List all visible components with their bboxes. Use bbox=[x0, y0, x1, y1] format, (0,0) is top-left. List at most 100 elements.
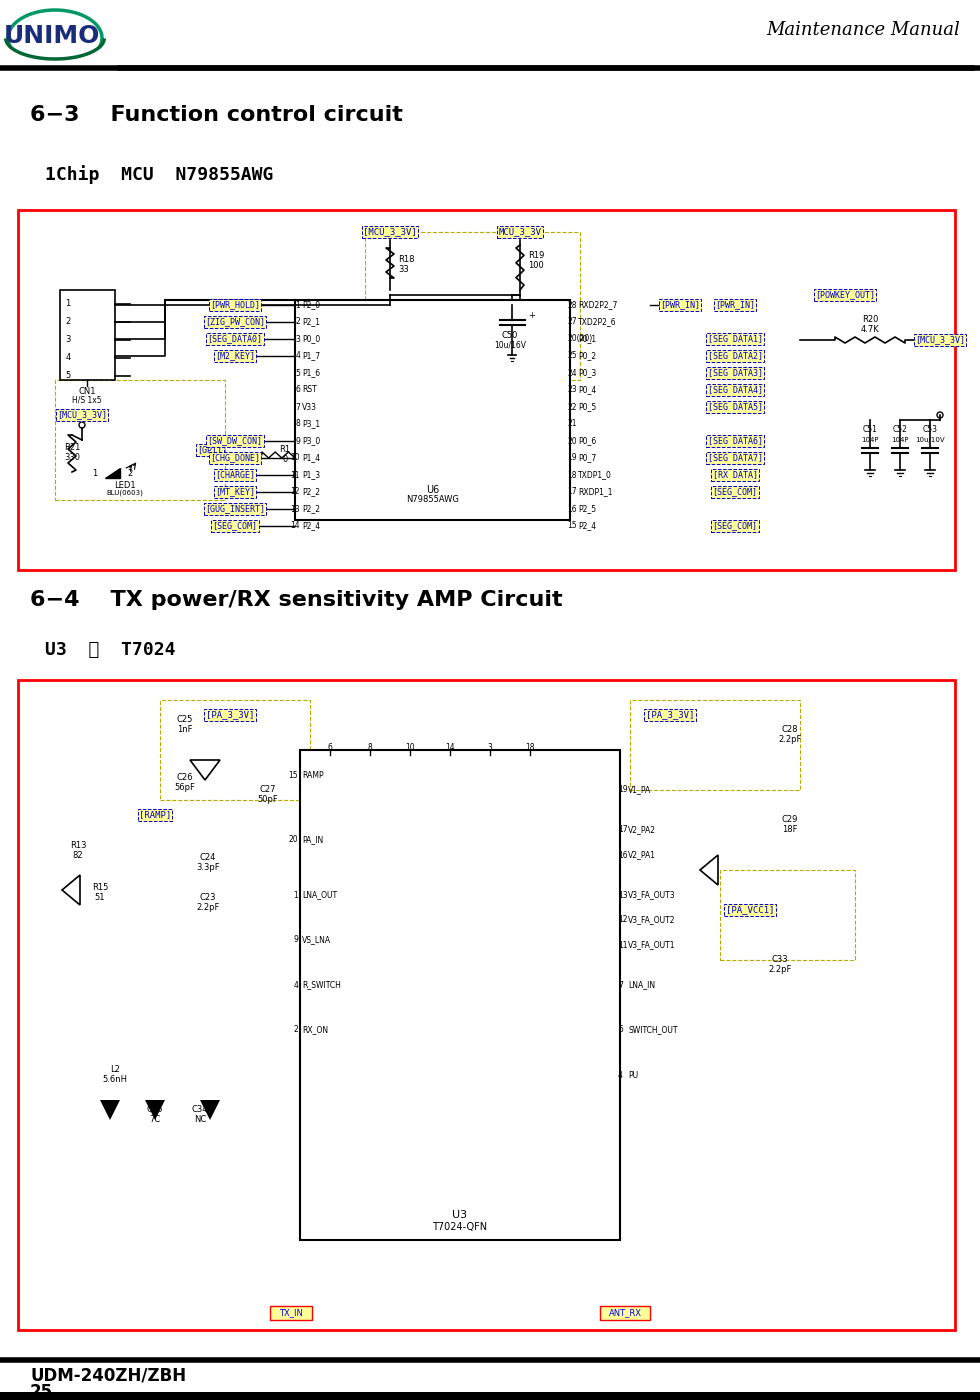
Text: 2.2pF: 2.2pF bbox=[778, 735, 802, 745]
Bar bbox=[55, 379, 225, 500]
Bar bbox=[720, 869, 855, 960]
Text: UDM-240ZH/ZBH: UDM-240ZH/ZBH bbox=[30, 1366, 186, 1385]
Text: 2: 2 bbox=[295, 318, 300, 326]
Text: LNA_OUT: LNA_OUT bbox=[302, 890, 337, 900]
Text: 5: 5 bbox=[618, 1025, 623, 1035]
Text: [SEG_COM]: [SEG_COM] bbox=[213, 522, 258, 531]
Text: V3_FA_OUT2: V3_FA_OUT2 bbox=[628, 916, 675, 924]
Text: C50: C50 bbox=[502, 330, 518, 340]
Text: 12: 12 bbox=[618, 916, 627, 924]
Text: V2_PA2: V2_PA2 bbox=[628, 826, 656, 834]
Text: 2.2pF: 2.2pF bbox=[196, 903, 220, 913]
Text: C53: C53 bbox=[922, 426, 938, 434]
Text: [SEG DATA4]: [SEG DATA4] bbox=[708, 385, 762, 395]
Text: [MCU_3_3V]: [MCU_3_3V] bbox=[57, 410, 107, 420]
Text: 19: 19 bbox=[618, 785, 627, 795]
Text: [SEG_COM]: [SEG_COM] bbox=[712, 487, 758, 497]
Polygon shape bbox=[145, 1100, 165, 1120]
Text: P1_4: P1_4 bbox=[302, 454, 320, 462]
Text: 0: 0 bbox=[282, 455, 287, 465]
Text: [CHG_DONE]: [CHG_DONE] bbox=[210, 454, 260, 462]
Bar bbox=[270, 1306, 312, 1320]
Text: [SW_DW_CON]: [SW_DW_CON] bbox=[208, 437, 263, 445]
Text: 16: 16 bbox=[567, 504, 576, 514]
Text: 104P: 104P bbox=[891, 437, 908, 442]
Text: [SEG DATA5]: [SEG DATA5] bbox=[708, 403, 762, 412]
Text: PA_IN: PA_IN bbox=[302, 836, 323, 844]
Text: ANT_RX: ANT_RX bbox=[609, 1309, 642, 1317]
Text: BLU(0603): BLU(0603) bbox=[107, 490, 143, 496]
Text: 1: 1 bbox=[293, 890, 298, 900]
Polygon shape bbox=[100, 1100, 120, 1120]
Text: 104P: 104P bbox=[861, 437, 879, 442]
Text: 16: 16 bbox=[618, 850, 627, 860]
Text: 4: 4 bbox=[66, 353, 71, 363]
Text: LED1: LED1 bbox=[115, 480, 136, 490]
Text: 11: 11 bbox=[290, 470, 300, 479]
Text: 28: 28 bbox=[567, 301, 576, 309]
Text: [CHARGE]: [CHARGE] bbox=[215, 470, 255, 479]
Text: 51: 51 bbox=[95, 893, 105, 903]
Text: P0_5: P0_5 bbox=[578, 403, 596, 412]
Text: R1: R1 bbox=[279, 445, 290, 455]
Text: 12: 12 bbox=[290, 487, 300, 497]
Bar bbox=[18, 680, 955, 1330]
Text: 18: 18 bbox=[567, 470, 576, 479]
Text: Maintenance Manual: Maintenance Manual bbox=[766, 21, 960, 39]
Text: [SEG_DATA0]: [SEG_DATA0] bbox=[208, 335, 263, 343]
Text: [ZIG_PW_CON]: [ZIG_PW_CON] bbox=[205, 318, 265, 326]
Text: R15: R15 bbox=[92, 883, 108, 893]
Text: P1_3: P1_3 bbox=[302, 470, 320, 479]
Text: R20: R20 bbox=[861, 315, 878, 325]
Text: 3: 3 bbox=[295, 335, 300, 343]
Text: 10u/16V: 10u/16V bbox=[494, 340, 526, 350]
Text: 11: 11 bbox=[618, 941, 627, 949]
Text: P0_4: P0_4 bbox=[578, 385, 596, 395]
Text: P0_3: P0_3 bbox=[578, 368, 596, 378]
Text: R13: R13 bbox=[70, 840, 86, 850]
Text: [GUG_INSERT]: [GUG_INSERT] bbox=[205, 504, 265, 514]
Bar bbox=[60, 290, 115, 379]
Text: 17: 17 bbox=[618, 826, 627, 834]
Text: P2_0: P2_0 bbox=[302, 301, 320, 309]
Text: 15: 15 bbox=[288, 770, 298, 780]
Text: RXDP1_1: RXDP1_1 bbox=[578, 487, 612, 497]
Text: P3_0: P3_0 bbox=[302, 437, 320, 445]
Text: [PA_3_3V]: [PA_3_3V] bbox=[646, 711, 694, 720]
Text: 19: 19 bbox=[567, 454, 576, 462]
Text: NC: NC bbox=[194, 1116, 206, 1124]
Bar bbox=[365, 232, 580, 379]
Text: 4: 4 bbox=[295, 351, 300, 360]
Text: 10u/10V: 10u/10V bbox=[915, 437, 945, 442]
Polygon shape bbox=[105, 468, 120, 477]
Text: P0_7: P0_7 bbox=[578, 454, 596, 462]
Text: V1_PA: V1_PA bbox=[628, 785, 652, 795]
Text: [PWR_IN]: [PWR_IN] bbox=[660, 301, 700, 309]
Text: 15: 15 bbox=[567, 522, 576, 531]
Text: 13: 13 bbox=[290, 504, 300, 514]
Bar bbox=[630, 700, 800, 790]
Text: [PWR_IN]: [PWR_IN] bbox=[715, 301, 755, 309]
Text: [M2_KEY]: [M2_KEY] bbox=[215, 351, 255, 360]
Text: 24: 24 bbox=[567, 368, 576, 378]
Text: 14: 14 bbox=[290, 522, 300, 531]
Text: N79855AWG: N79855AWG bbox=[406, 496, 459, 504]
Text: [SEG_COM]: [SEG_COM] bbox=[712, 522, 758, 531]
Text: 10: 10 bbox=[405, 743, 415, 753]
Text: 7: 7 bbox=[295, 403, 300, 412]
Text: L2: L2 bbox=[110, 1065, 120, 1075]
Text: [MT_KEY]: [MT_KEY] bbox=[215, 487, 255, 497]
Text: SWITCH_OUT: SWITCH_OUT bbox=[628, 1025, 677, 1035]
Text: P1_6: P1_6 bbox=[302, 368, 320, 378]
Text: 1nF: 1nF bbox=[177, 725, 193, 735]
Text: +: + bbox=[528, 311, 535, 321]
Text: P2_4: P2_4 bbox=[578, 522, 596, 531]
Text: R18: R18 bbox=[398, 255, 415, 265]
Text: 17: 17 bbox=[567, 487, 576, 497]
Bar bbox=[600, 1306, 650, 1320]
Text: 8: 8 bbox=[295, 420, 300, 428]
Text: RX_ON: RX_ON bbox=[302, 1025, 328, 1035]
Text: 25: 25 bbox=[567, 351, 576, 360]
Text: V3_FA_OUT3: V3_FA_OUT3 bbox=[628, 890, 675, 900]
Text: 3: 3 bbox=[66, 336, 71, 344]
